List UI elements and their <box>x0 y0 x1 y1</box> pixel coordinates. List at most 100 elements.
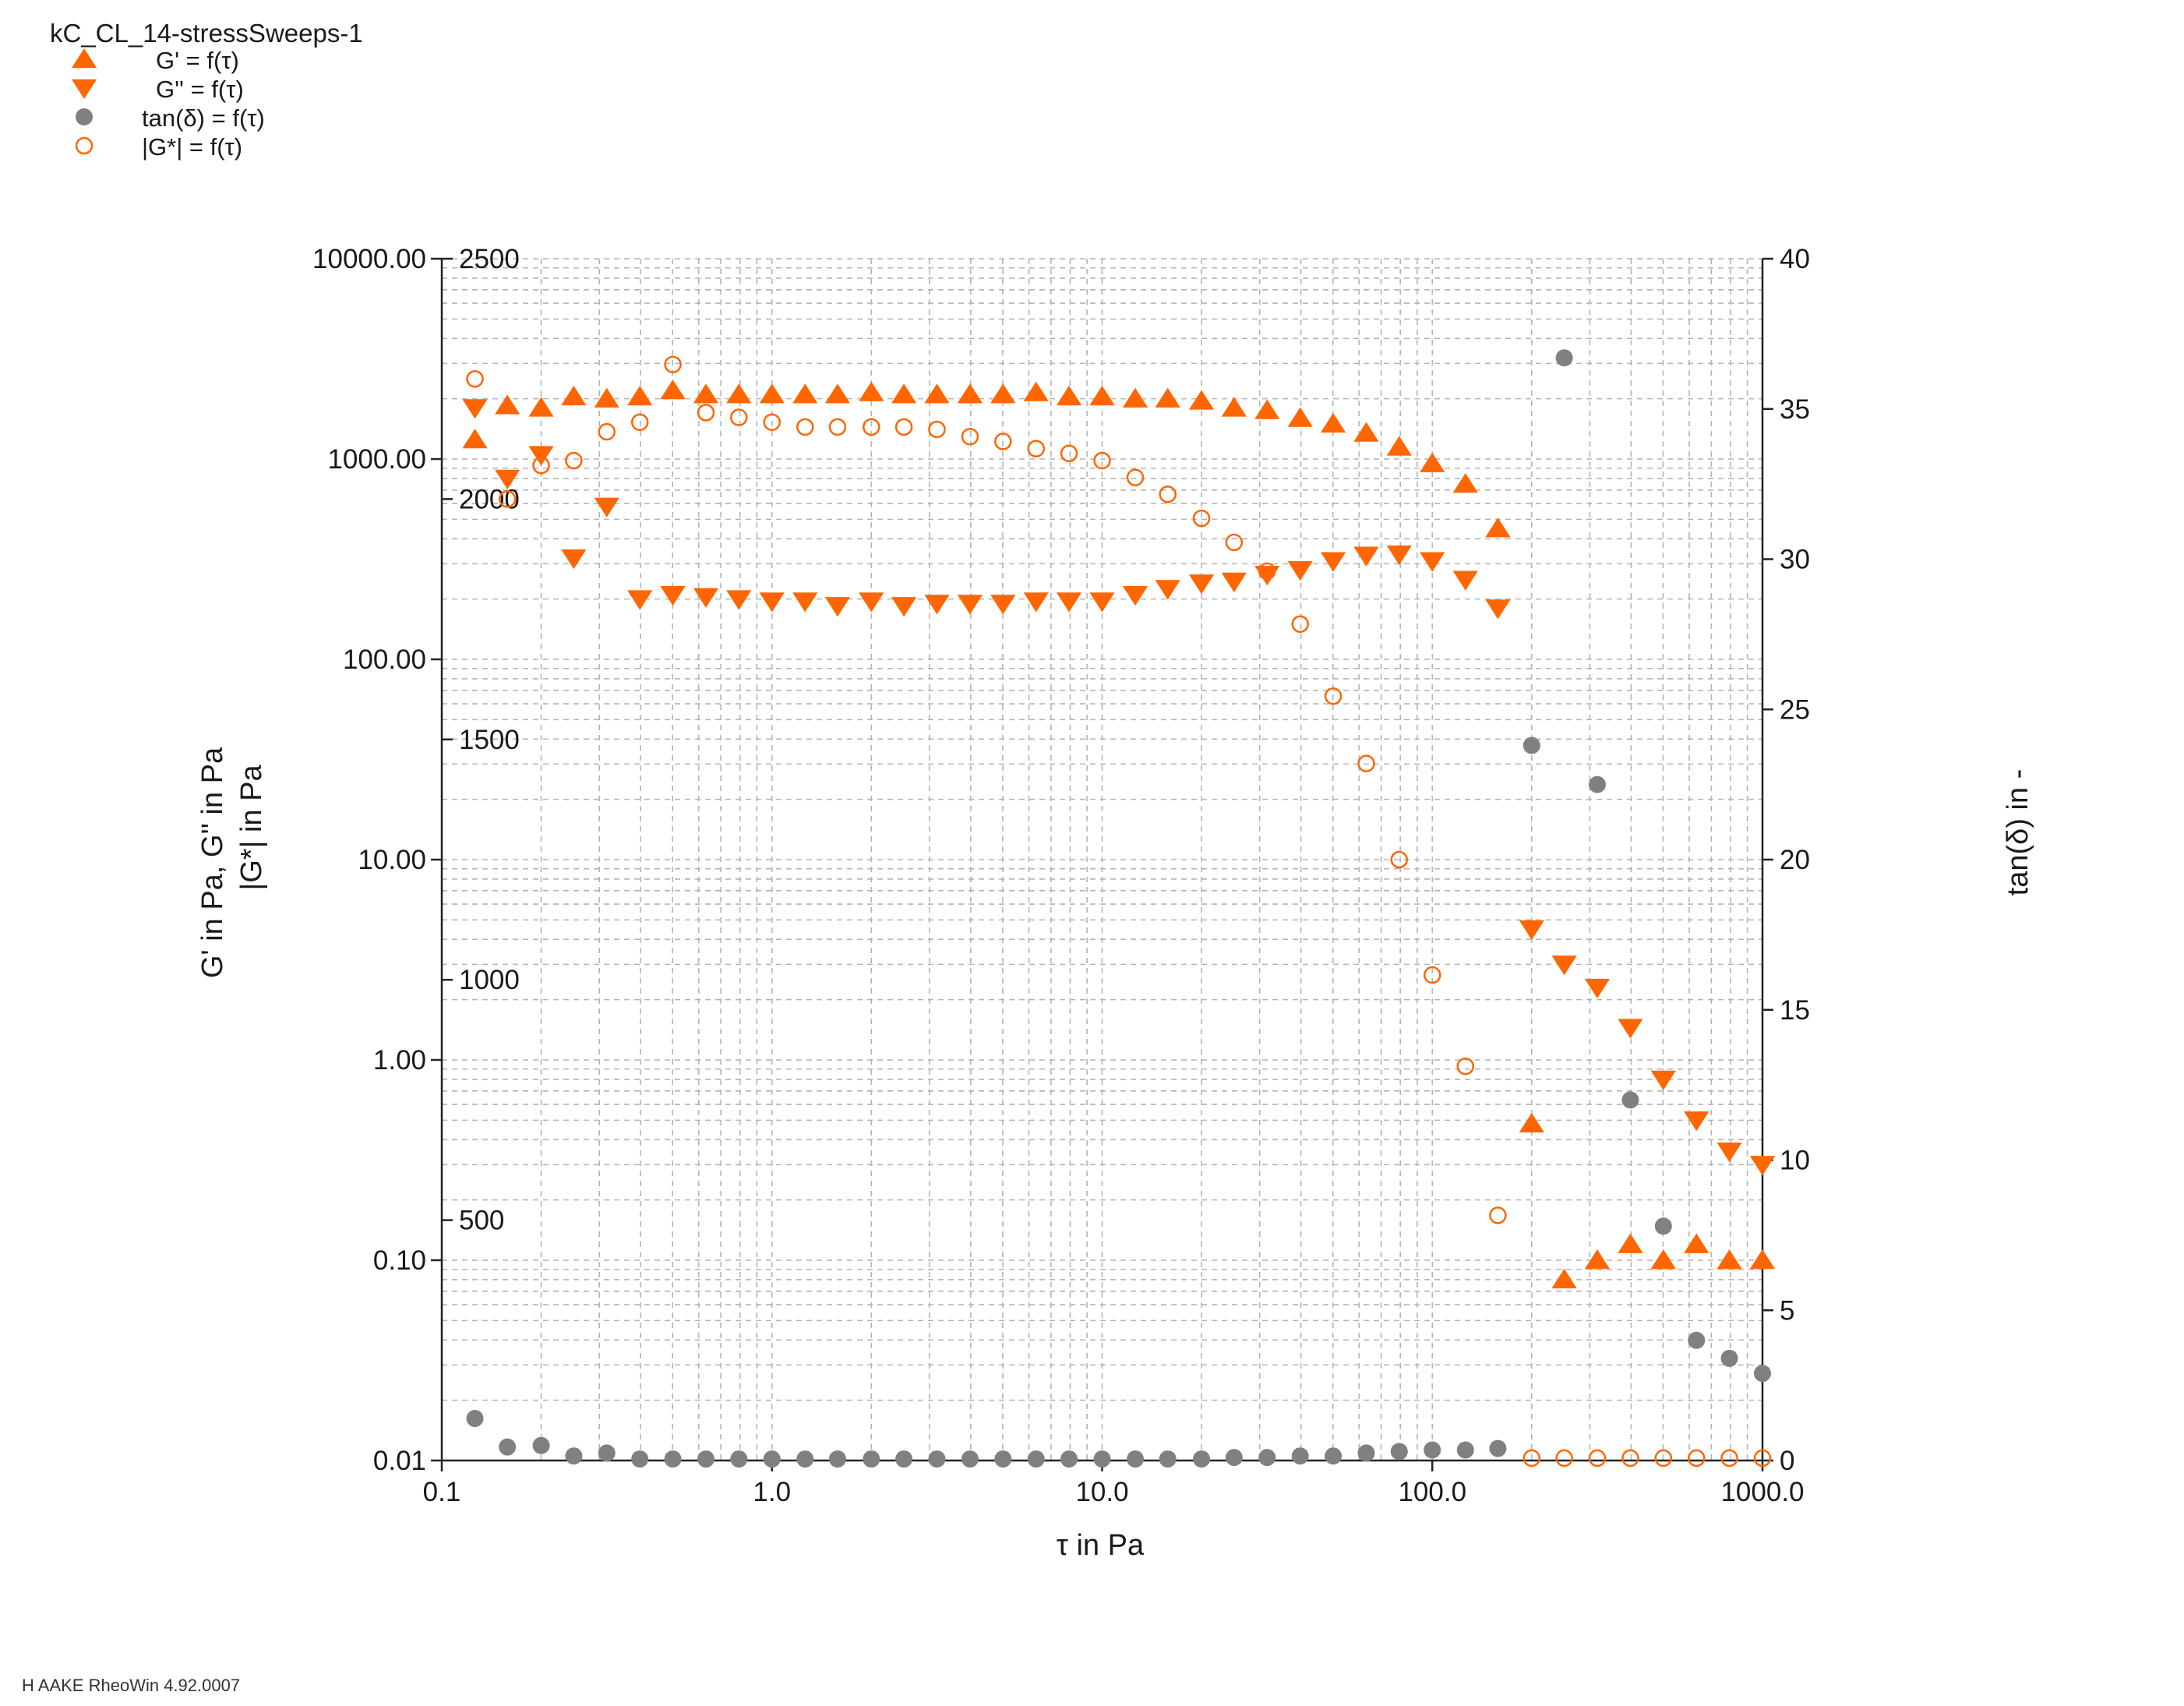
data-point <box>1390 850 1409 869</box>
data-point <box>928 1450 946 1468</box>
data-point <box>994 1450 1012 1468</box>
y-left-tick-label: 1000.00 <box>327 444 426 475</box>
data-point <box>961 1450 979 1468</box>
data-point <box>532 1436 550 1454</box>
data-point <box>1555 1449 1573 1468</box>
data-point <box>660 379 686 400</box>
x-axis-label: τ in Pa <box>1057 1529 1145 1562</box>
data-point <box>796 418 814 436</box>
data-point <box>1584 1249 1611 1270</box>
legend: G' = f(τ)G'' = f(τ)tan(δ) = f(τ)|G*| = f… <box>71 47 265 161</box>
y-inner-tick-label: 2500 <box>459 244 520 274</box>
y-right-tick-label: 10 <box>1780 1146 1810 1176</box>
data-point <box>561 549 587 570</box>
data-point <box>594 387 619 408</box>
y-right-tick-label: 5 <box>1780 1295 1794 1326</box>
y-right-tick-label: 20 <box>1780 845 1810 875</box>
data-point <box>1159 485 1177 503</box>
data-point <box>1155 387 1180 408</box>
data-point <box>627 385 653 406</box>
data-point <box>1023 381 1049 401</box>
data-point <box>1489 1206 1507 1224</box>
y-left-tick-label: 0.10 <box>373 1245 426 1276</box>
data-point <box>924 383 950 404</box>
data-point <box>1193 1450 1211 1468</box>
y-right-tick-label: 30 <box>1780 545 1810 575</box>
data-point <box>1127 1450 1145 1468</box>
data-point <box>1588 1449 1607 1468</box>
data-point <box>1159 1450 1177 1468</box>
legend-marker <box>71 79 97 99</box>
data-point <box>1353 546 1379 567</box>
data-point <box>730 1450 748 1468</box>
data-point <box>594 497 619 517</box>
data-point <box>1357 754 1375 772</box>
data-point <box>1684 1111 1709 1132</box>
data-point <box>1420 452 1445 472</box>
data-point <box>1188 390 1215 410</box>
data-point <box>462 429 488 449</box>
data-point <box>1357 1444 1375 1462</box>
data-point <box>660 585 686 606</box>
data-point <box>1060 444 1078 463</box>
data-point <box>631 1450 649 1468</box>
data-point <box>1452 570 1478 591</box>
tick-labels: 0.1 1.0 10.0 100.0 1000.0 0.01 0.10 1.00 10.00 10… <box>312 244 1810 1507</box>
data-point <box>697 404 715 422</box>
data-point <box>664 1450 682 1468</box>
data-point <box>1221 397 1247 417</box>
legend-marker <box>76 108 93 125</box>
data-point <box>763 1450 781 1468</box>
data-point <box>726 590 752 610</box>
data-point <box>561 385 587 406</box>
data-point <box>1390 1443 1408 1461</box>
series-1 <box>462 399 1776 1176</box>
legend-label: G' = f(τ) <box>156 47 239 74</box>
y-left-tick-label: 0.01 <box>373 1446 426 1476</box>
data-point <box>1551 955 1577 976</box>
data-point <box>495 469 520 489</box>
data-point <box>1522 736 1540 754</box>
data-point <box>1320 412 1346 433</box>
data-point <box>792 383 818 404</box>
data-point <box>1654 1449 1673 1468</box>
data-point <box>863 418 880 436</box>
data-point <box>693 383 719 404</box>
data-point <box>565 451 583 470</box>
data-point <box>1519 1112 1544 1133</box>
data-point <box>1618 1233 1643 1253</box>
y-right-tick-label: 0 <box>1780 1446 1794 1476</box>
data-point <box>1258 1449 1276 1467</box>
data-point <box>466 369 484 388</box>
data-point <box>1424 966 1441 984</box>
data-point <box>1060 1450 1078 1468</box>
legend-label: G'' = f(τ) <box>156 76 244 103</box>
data-point <box>1588 775 1606 793</box>
x-tick-label: 1.0 <box>753 1477 791 1507</box>
data-point <box>961 427 979 446</box>
data-point <box>1485 599 1511 620</box>
data-point <box>1287 560 1313 581</box>
data-point <box>1621 1449 1639 1468</box>
y-right-tick-label: 40 <box>1780 244 1810 274</box>
legend-marker <box>75 136 93 155</box>
data-point <box>1720 1349 1738 1367</box>
data-point <box>928 420 946 439</box>
data-point <box>466 1410 484 1428</box>
y-axis-label-left: G' in Pa, G'' in Pa <box>196 747 229 978</box>
y-axis-label-right: tan(δ) in - <box>2002 769 2034 896</box>
data-point <box>627 590 653 610</box>
data-point <box>957 595 983 615</box>
data-point <box>1192 509 1211 528</box>
data-point <box>1320 552 1346 572</box>
data-point <box>1122 585 1148 606</box>
data-point <box>1225 1449 1243 1467</box>
data-point <box>1225 533 1244 552</box>
data-point <box>693 588 719 608</box>
data-point <box>1584 978 1611 999</box>
data-point <box>1188 574 1215 595</box>
data-point <box>828 1450 846 1468</box>
series-0 <box>462 379 1776 1289</box>
data-point <box>1720 1449 1738 1468</box>
